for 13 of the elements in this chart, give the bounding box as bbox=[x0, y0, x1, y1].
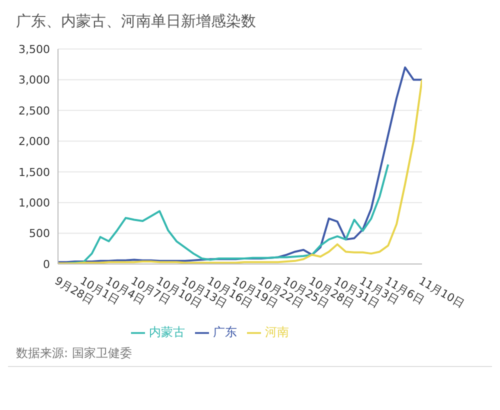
legend-label: 内蒙古 bbox=[149, 325, 185, 339]
y-tick-label: 1,500 bbox=[18, 166, 50, 179]
legend-label: 河南 bbox=[265, 325, 289, 339]
y-tick-label: 2,000 bbox=[18, 135, 50, 148]
y-tick-label: 0 bbox=[43, 258, 50, 271]
y-tick-label: 2,500 bbox=[18, 104, 50, 118]
legend-label: 广东 bbox=[213, 325, 237, 339]
source-note: 数据来源: 国家卫健委 bbox=[8, 341, 492, 367]
y-tick-label: 500 bbox=[29, 227, 50, 240]
y-tick-label: 3,500 bbox=[18, 42, 50, 56]
chart-title: 广东、内蒙古、河南单日新增感染数 bbox=[15, 11, 257, 32]
y-tick-label: 3,000 bbox=[18, 74, 50, 87]
y-tick-label: 1,000 bbox=[18, 196, 50, 210]
